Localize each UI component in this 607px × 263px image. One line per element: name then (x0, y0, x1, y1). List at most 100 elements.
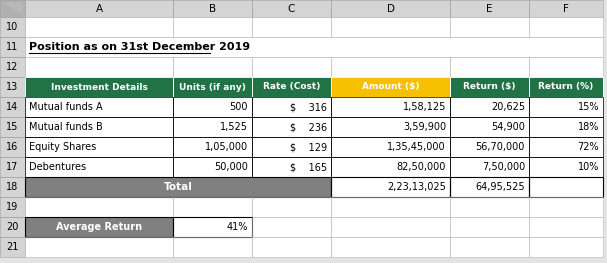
Text: 64,95,525: 64,95,525 (475, 182, 525, 192)
Bar (0, 57, 25, 77)
Bar (252, 57, 331, 77)
Bar (529, 97, 603, 117)
Bar (25, 217, 173, 237)
Bar (252, 17, 331, 37)
Text: Total: Total (163, 182, 192, 192)
Text: 500: 500 (229, 102, 248, 112)
Text: 10%: 10% (578, 162, 599, 172)
Text: 12: 12 (6, 62, 19, 72)
Bar (25, 37, 603, 57)
Bar (0, 237, 25, 257)
Bar (529, 117, 603, 137)
Bar (529, 217, 603, 237)
Bar (529, 197, 603, 217)
Text: $    165: $ 165 (290, 162, 327, 172)
Bar (173, 0, 252, 17)
Bar (252, 157, 331, 177)
Bar (252, 217, 331, 237)
Bar (252, 157, 331, 177)
Bar (529, 137, 603, 157)
Bar (0, 177, 25, 197)
Text: 82,50,000: 82,50,000 (396, 162, 446, 172)
Bar (331, 77, 450, 97)
Bar (252, 77, 331, 97)
Bar (173, 157, 252, 177)
Bar (450, 217, 529, 237)
Bar (331, 217, 450, 237)
Bar (25, 197, 173, 217)
Bar (450, 237, 529, 257)
Text: Return (%): Return (%) (538, 83, 594, 92)
Bar (25, 157, 173, 177)
Bar (252, 97, 331, 117)
Text: 7,50,000: 7,50,000 (482, 162, 525, 172)
Text: 10: 10 (7, 22, 19, 32)
Text: Debentures: Debentures (29, 162, 86, 172)
Text: 14: 14 (7, 102, 19, 112)
Bar (0, 0, 25, 17)
Text: Mutual funds B: Mutual funds B (29, 122, 103, 132)
Bar (173, 17, 252, 37)
Bar (0, 77, 25, 97)
Bar (529, 0, 603, 17)
Bar (252, 0, 331, 17)
Bar (331, 137, 450, 157)
Bar (173, 97, 252, 117)
Bar (0, 97, 25, 117)
Bar (0, 37, 25, 57)
Text: $    129: $ 129 (290, 142, 327, 152)
Bar (331, 77, 450, 97)
Text: Rate (Cost): Rate (Cost) (263, 83, 320, 92)
Bar (331, 97, 450, 117)
Text: Return ($): Return ($) (463, 83, 516, 92)
Bar (450, 57, 529, 77)
Bar (173, 197, 252, 217)
Text: 21: 21 (6, 242, 19, 252)
Text: 1,58,125: 1,58,125 (402, 102, 446, 112)
Bar (0, 0, 25, 17)
Bar (331, 157, 450, 177)
Bar (173, 57, 252, 77)
Bar (173, 237, 252, 257)
Bar (25, 77, 173, 97)
Bar (25, 137, 173, 157)
Bar (450, 157, 529, 177)
Bar (173, 57, 252, 77)
Text: 1,05,000: 1,05,000 (205, 142, 248, 152)
Text: 54,900: 54,900 (491, 122, 525, 132)
Text: F: F (563, 3, 569, 13)
Bar (252, 137, 331, 157)
Bar (529, 17, 603, 37)
Bar (0, 77, 25, 97)
Bar (252, 237, 331, 257)
Bar (450, 237, 529, 257)
Bar (25, 237, 173, 257)
Text: 15: 15 (6, 122, 19, 132)
Bar (0, 17, 25, 37)
Bar (252, 17, 331, 37)
Bar (173, 77, 252, 97)
Bar (252, 237, 331, 257)
Bar (450, 157, 529, 177)
Bar (173, 117, 252, 137)
Bar (450, 117, 529, 137)
Bar (25, 17, 173, 37)
Bar (529, 17, 603, 37)
Text: B: B (209, 3, 216, 13)
Bar (25, 177, 331, 197)
Bar (25, 157, 173, 177)
Text: Amount ($): Amount ($) (362, 83, 419, 92)
Bar (450, 77, 529, 97)
Text: 15%: 15% (577, 102, 599, 112)
Text: 1,525: 1,525 (220, 122, 248, 132)
Bar (331, 237, 450, 257)
Bar (450, 137, 529, 157)
Bar (252, 117, 331, 137)
Bar (0, 117, 25, 137)
Text: 17: 17 (6, 162, 19, 172)
Bar (25, 137, 173, 157)
Text: 11: 11 (7, 42, 19, 52)
Bar (25, 177, 331, 197)
Bar (173, 237, 252, 257)
Text: A: A (95, 3, 103, 13)
